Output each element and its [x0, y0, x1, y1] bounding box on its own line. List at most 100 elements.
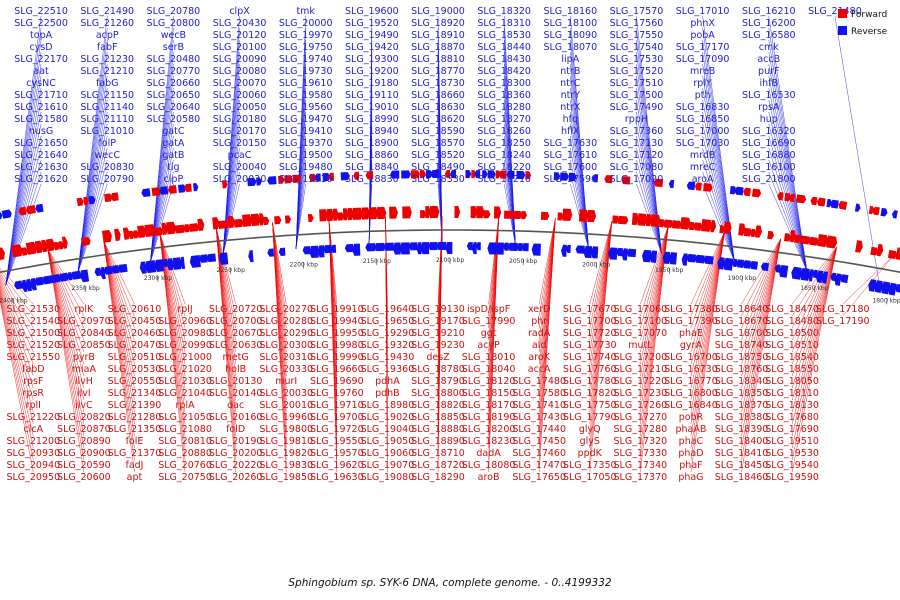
- callout-line: [741, 238, 782, 389]
- gene-label: lipA: [561, 54, 579, 65]
- reverse-gene: [365, 243, 376, 252]
- gene-label: SLG_21230: [80, 54, 134, 65]
- callout-line: [741, 238, 782, 377]
- gene-label: pobA: [690, 30, 715, 41]
- reverse-gene: [731, 258, 738, 268]
- gene-label: SLG_17170: [676, 42, 730, 53]
- callout-line: [791, 246, 838, 317]
- callout-line: [159, 233, 186, 341]
- gene-label: SLG_18210: [477, 174, 531, 185]
- gene-label: SLG_21530: [6, 304, 60, 315]
- forward-gene: [227, 215, 235, 229]
- forward-gene: [521, 211, 528, 220]
- forward-gene: [513, 210, 523, 220]
- reverse-gene: [267, 248, 275, 257]
- gene-label: SLG_20750: [158, 472, 212, 483]
- callout-line: [77, 27, 108, 273]
- gene-label: SLG_19590: [765, 472, 819, 483]
- gene-label: clcA: [23, 424, 43, 435]
- outer-gene: [419, 170, 426, 179]
- gene-label: SLG_18880: [411, 424, 465, 435]
- callout-line: [791, 246, 838, 389]
- forward-gene: [694, 222, 703, 231]
- callout-line: [702, 123, 735, 261]
- forward-gene: [274, 215, 282, 225]
- gene-label: SLG_19370: [279, 138, 333, 149]
- callout-line: [150, 135, 174, 263]
- callout-line: [159, 233, 186, 473]
- callout-line: [5, 75, 42, 286]
- forward-gene: [307, 213, 314, 223]
- gene-label: SLG_18900: [345, 138, 399, 149]
- gene-label: SLG_19530: [765, 448, 819, 459]
- gene-label: SLG_18780: [411, 364, 465, 375]
- gene-label: murI: [275, 376, 297, 387]
- forward-gene: [242, 214, 253, 227]
- outer-gene: [184, 183, 192, 193]
- gene-label: SLG_17010: [676, 6, 730, 17]
- gene-label: SLG_21630: [14, 162, 68, 173]
- callout-line: [589, 221, 613, 377]
- forward-gene: [250, 213, 261, 227]
- gene-label: SLG_19050: [361, 436, 415, 447]
- callout-line: [77, 171, 108, 274]
- gene-label: rppH: [625, 114, 648, 125]
- reverse-gene: [816, 270, 824, 283]
- outer-gene: [854, 203, 861, 212]
- forward-gene: [425, 206, 431, 219]
- gene-label: mreB: [690, 66, 715, 77]
- gene-label: rpsA: [758, 102, 780, 113]
- tick-mark: [668, 268, 671, 275]
- callout-line: [690, 231, 725, 365]
- gene-label: aroK: [528, 352, 550, 363]
- gene-label: SLG_16800: [664, 388, 718, 399]
- gene-label: SLG_17450: [512, 436, 566, 447]
- outer-gene: [560, 172, 569, 181]
- reverse-gene: [471, 242, 477, 255]
- gene-label: SLG_18110: [765, 388, 819, 399]
- gene-label: SLG_20870: [57, 424, 111, 435]
- outer-gene: [322, 172, 331, 182]
- callout-line: [5, 87, 42, 286]
- callout-line: [5, 39, 42, 286]
- outer-gene: [891, 210, 898, 219]
- callout-line: [570, 123, 589, 249]
- reverse-gene: [807, 269, 814, 282]
- callout-line: [5, 111, 42, 286]
- gene-label: SLG_18280: [477, 102, 531, 113]
- callout-line: [0, 297, 34, 461]
- gene-label: apt: [127, 472, 143, 483]
- gene-label: SLG_18840: [345, 162, 399, 173]
- gene-label: ntrY: [561, 90, 581, 101]
- gene-label: fabD: [22, 364, 45, 375]
- gene-label: SLG_18430: [477, 54, 531, 65]
- forward-gene: [476, 206, 485, 219]
- tick-label: 2050 kbp: [509, 258, 537, 265]
- gene-label: SLG_16210: [742, 6, 796, 17]
- callout-line: [0, 299, 34, 473]
- reverse-gene: [302, 246, 311, 255]
- gene-label: tig: [167, 162, 179, 173]
- gene-label: SLG_18630: [411, 102, 465, 113]
- gene-label: phaF: [679, 460, 702, 471]
- callout-line: [690, 231, 725, 341]
- forward-gene: [0, 247, 5, 260]
- callout-line: [768, 51, 808, 271]
- gene-label: SLG_17020: [610, 174, 664, 185]
- gene-label: SLG_18010: [462, 352, 516, 363]
- gene-label: SLG_21550: [6, 352, 60, 363]
- callout-line: [503, 147, 516, 245]
- callout-line: [842, 256, 893, 317]
- gene-label: SLG_17030: [676, 138, 730, 149]
- gene-label: SLG_20640: [147, 102, 201, 113]
- tick-label: 2000 kbp: [582, 261, 610, 268]
- reverse-gene: [749, 260, 759, 270]
- gene-label: serB: [163, 42, 184, 53]
- gene-label: SLG_20310: [259, 352, 313, 363]
- gene-label: SLG_22500: [14, 18, 68, 29]
- callout-line: [215, 227, 236, 353]
- callout-line: [47, 249, 85, 365]
- callout-line: [215, 227, 236, 305]
- outer-gene: [340, 172, 350, 181]
- callout-line: [791, 246, 838, 353]
